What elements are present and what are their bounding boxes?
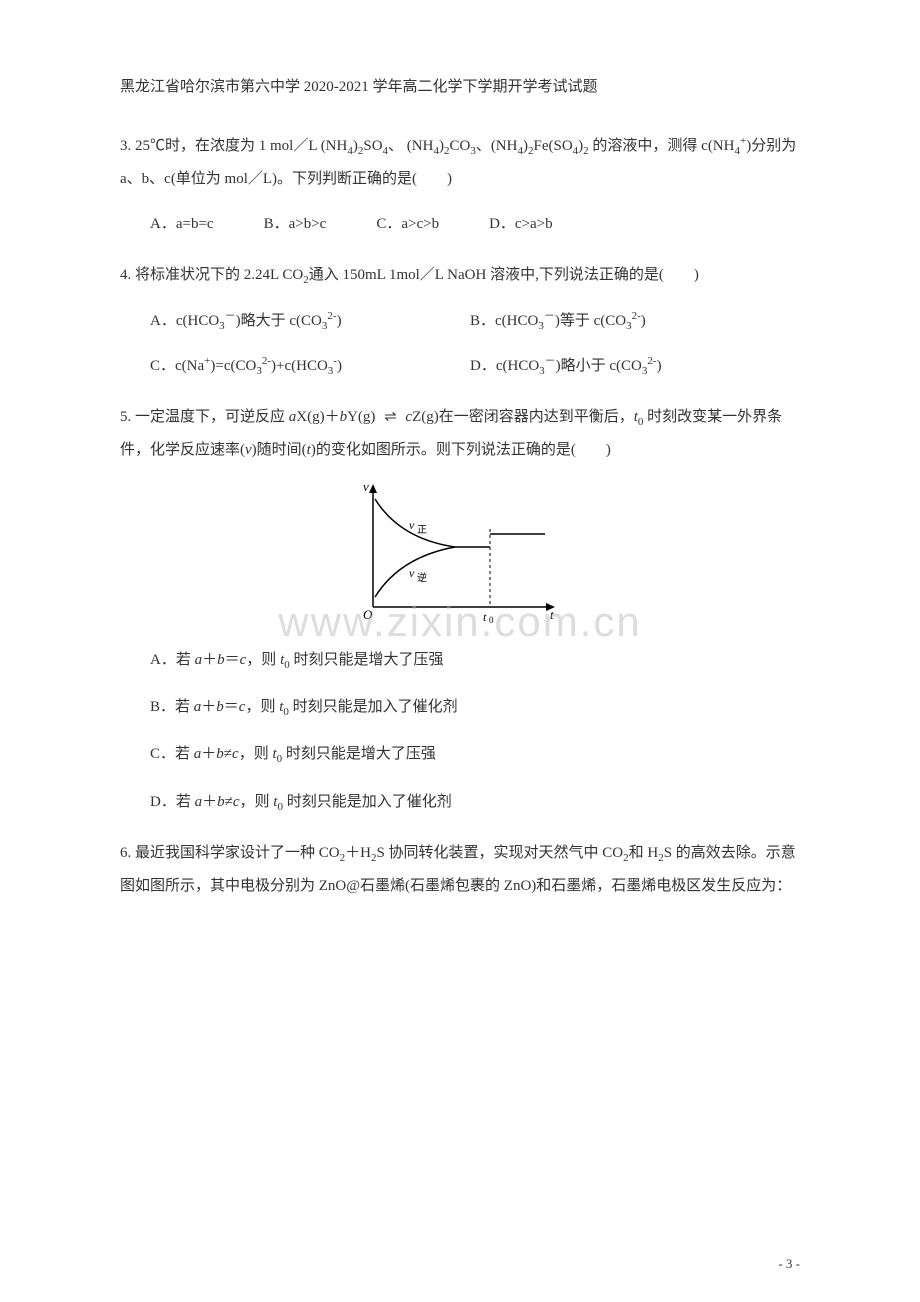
- q5-chart: v v 正 v 逆 O t 0 t: [120, 479, 800, 624]
- q4-options-row1: A．c(HCO3－)略大于 c(CO32-) B．c(HCO3－)等于 c(CO…: [120, 304, 800, 338]
- svg-text:O: O: [363, 607, 373, 622]
- q3-options: A．a=b=c B．a>b>c C．a>c>b D．c>a>b: [120, 208, 800, 241]
- q4-text: 4. 将标准状况下的 2.24L CO2通入 150mL 1mol／L NaOH…: [120, 259, 800, 292]
- header-title: 黑龙江省哈尔滨市第六中学 2020-2021 学年高二化学下学期开学考试试题: [120, 75, 800, 99]
- q3-opt-d: D．c>a>b: [489, 208, 553, 241]
- q4-opt-d: D．c(HCO3－)略小于 c(CO32-): [470, 349, 662, 383]
- q3-opt-c: C．a>c>b: [376, 208, 439, 241]
- svg-text:t: t: [483, 610, 487, 624]
- q4-options-row2: C．c(Na+)=c(CO32-)+c(HCO3-) D．c(HCO3－)略小于…: [120, 349, 800, 383]
- svg-text:v: v: [409, 518, 415, 532]
- question-3: 3. 25℃时，在浓度为 1 mol／L (NH4)2SO4、 (NH4)2CO…: [120, 129, 800, 241]
- q5-opt-d: D．若 a＋b≠c，则 t0 时刻只能是加入了催化剂: [120, 786, 800, 819]
- svg-text:v: v: [363, 479, 369, 494]
- q4-opt-b: B．c(HCO3－)等于 c(CO32-): [470, 304, 646, 338]
- q5-opt-c: C．若 a＋b≠c，则 t0 时刻只能是增大了压强: [120, 738, 800, 771]
- q5-opt-b: B．若 a＋b＝c，则 t0 时刻只能是加入了催化剂: [120, 691, 800, 724]
- svg-text:正: 正: [417, 525, 427, 536]
- svg-text:0: 0: [489, 615, 494, 624]
- q5-text: 5. 一定温度下，可逆反应 aX(g)＋bY(g)⇌cZ(g)在一密闭容器内达到…: [120, 401, 800, 467]
- q6-text: 6. 最近我国科学家设计了一种 CO2＋H2S 协同转化装置，实现对天然气中 C…: [120, 837, 800, 903]
- q5-opt-a: A．若 a＋b＝c，则 t0 时刻只能是增大了压强: [120, 644, 800, 677]
- question-4: 4. 将标准状况下的 2.24L CO2通入 150mL 1mol／L NaOH…: [120, 259, 800, 383]
- q3-opt-a: A．a=b=c: [150, 208, 214, 241]
- q4-opt-c: C．c(Na+)=c(CO32-)+c(HCO3-): [150, 349, 470, 383]
- svg-text:v: v: [409, 566, 415, 580]
- question-6: 6. 最近我国科学家设计了一种 CO2＋H2S 协同转化装置，实现对天然气中 C…: [120, 837, 800, 903]
- q4-opt-a: A．c(HCO3－)略大于 c(CO32-): [150, 304, 470, 338]
- q3-opt-b: B．a>b>c: [264, 208, 327, 241]
- rate-time-graph: v v 正 v 逆 O t 0 t: [355, 479, 565, 624]
- question-5: 5. 一定温度下，可逆反应 aX(g)＋bY(g)⇌cZ(g)在一密闭容器内达到…: [120, 401, 800, 819]
- svg-text:t: t: [550, 607, 554, 622]
- svg-text:逆: 逆: [417, 571, 427, 584]
- page-number: - 3 -: [778, 1256, 800, 1272]
- q3-text: 3. 25℃时，在浓度为 1 mol／L (NH4)2SO4、 (NH4)2CO…: [120, 129, 800, 196]
